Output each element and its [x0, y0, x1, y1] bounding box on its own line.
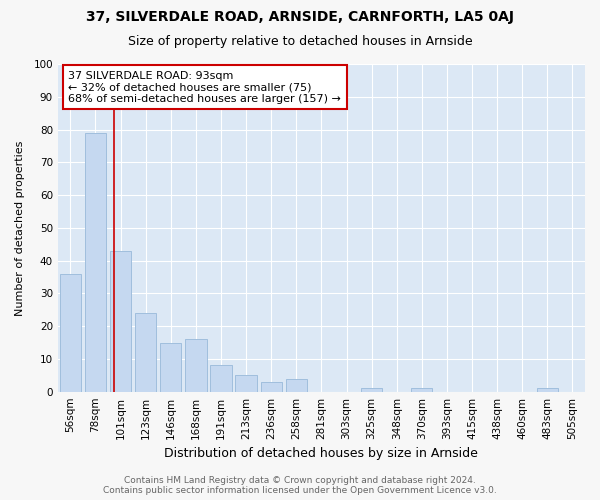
- Bar: [235, 376, 257, 392]
- X-axis label: Distribution of detached houses by size in Arnside: Distribution of detached houses by size …: [164, 447, 478, 460]
- Y-axis label: Number of detached properties: Number of detached properties: [15, 140, 25, 316]
- Text: Contains HM Land Registry data © Crown copyright and database right 2024.
Contai: Contains HM Land Registry data © Crown c…: [103, 476, 497, 495]
- Bar: [411, 388, 433, 392]
- Bar: [286, 378, 307, 392]
- Bar: [211, 366, 232, 392]
- Bar: [110, 251, 131, 392]
- Bar: [135, 313, 157, 392]
- Bar: [160, 342, 181, 392]
- Text: 37 SILVERDALE ROAD: 93sqm
← 32% of detached houses are smaller (75)
68% of semi-: 37 SILVERDALE ROAD: 93sqm ← 32% of detac…: [68, 70, 341, 104]
- Bar: [260, 382, 282, 392]
- Bar: [361, 388, 382, 392]
- Text: 37, SILVERDALE ROAD, ARNSIDE, CARNFORTH, LA5 0AJ: 37, SILVERDALE ROAD, ARNSIDE, CARNFORTH,…: [86, 10, 514, 24]
- Bar: [185, 340, 206, 392]
- Bar: [60, 274, 81, 392]
- Bar: [85, 133, 106, 392]
- Text: Size of property relative to detached houses in Arnside: Size of property relative to detached ho…: [128, 35, 472, 48]
- Bar: [536, 388, 558, 392]
